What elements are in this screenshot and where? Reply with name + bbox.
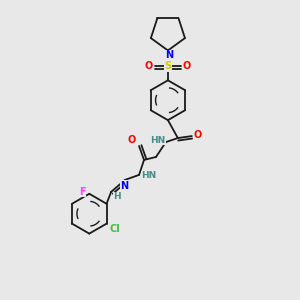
Text: O: O bbox=[145, 61, 153, 71]
Text: O: O bbox=[183, 61, 191, 71]
Text: F: F bbox=[79, 187, 86, 197]
Text: N: N bbox=[165, 50, 173, 60]
Text: N: N bbox=[120, 181, 128, 191]
Text: HN: HN bbox=[150, 136, 166, 145]
Text: Cl: Cl bbox=[109, 224, 120, 234]
Text: H: H bbox=[113, 192, 121, 201]
Text: S: S bbox=[164, 61, 172, 71]
Text: O: O bbox=[194, 130, 202, 140]
Text: HN: HN bbox=[141, 171, 157, 180]
Text: O: O bbox=[128, 135, 136, 145]
